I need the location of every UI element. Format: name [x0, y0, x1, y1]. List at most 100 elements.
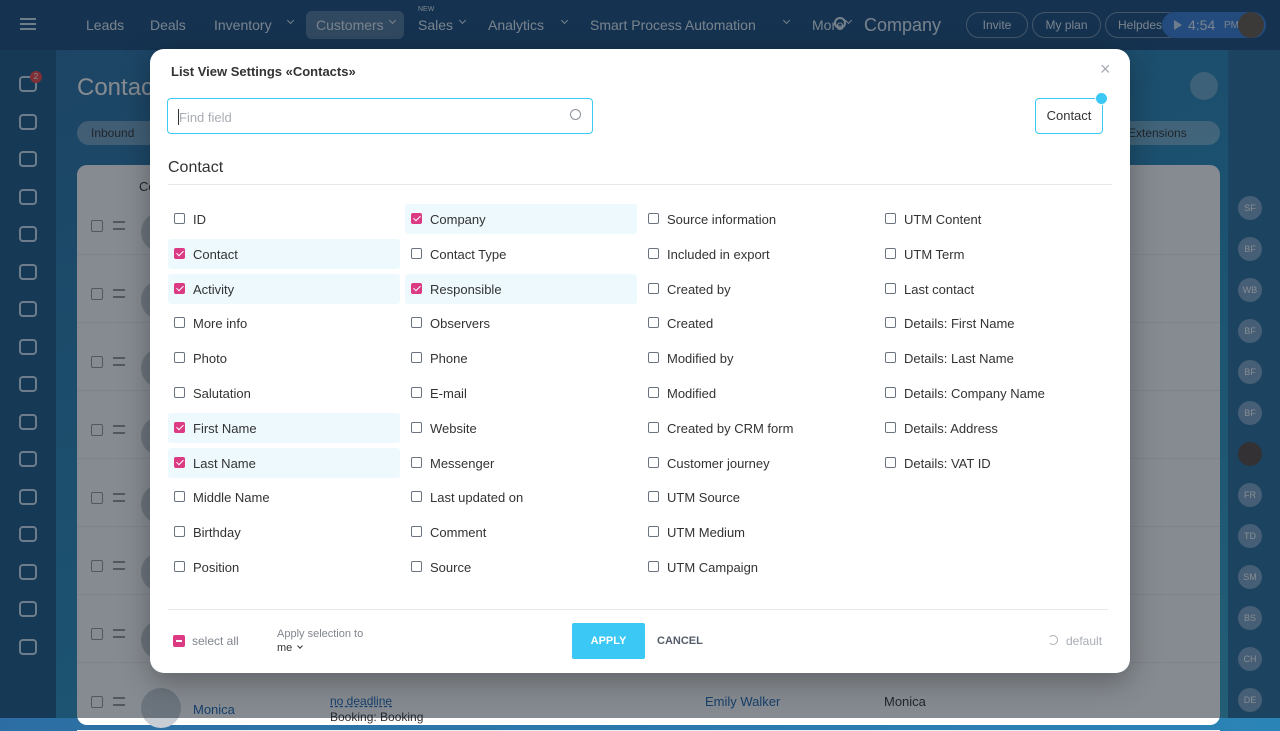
- field-checkbox[interactable]: [885, 387, 896, 398]
- field-checkbox[interactable]: [174, 352, 185, 364]
- field-checkbox[interactable]: [648, 456, 659, 468]
- field-checkbox[interactable]: [411, 456, 422, 468]
- field-option[interactable]: Activity: [168, 273, 400, 304]
- field-checkbox[interactable]: [648, 387, 659, 398]
- field-checkbox[interactable]: [648, 491, 659, 503]
- field-option[interactable]: Created: [642, 308, 874, 338]
- field-checkbox[interactable]: [648, 317, 659, 329]
- field-checkbox[interactable]: [411, 247, 422, 259]
- field-checkbox[interactable]: [411, 561, 422, 572]
- field-label: UTM Medium: [667, 525, 746, 541]
- field-checkbox[interactable]: [174, 282, 185, 294]
- field-option[interactable]: Last contact: [879, 274, 1111, 304]
- field-option[interactable]: Source information: [642, 204, 874, 234]
- apply-button[interactable]: APPLY: [572, 623, 645, 659]
- field-checkbox[interactable]: [411, 421, 422, 433]
- field-checkbox[interactable]: [411, 282, 422, 294]
- field-option[interactable]: UTM Campaign: [642, 552, 874, 582]
- field-option[interactable]: Contact: [168, 238, 400, 269]
- field-label: Observers: [430, 316, 490, 332]
- field-option[interactable]: UTM Term: [879, 239, 1111, 269]
- field-checkbox[interactable]: [648, 282, 659, 294]
- field-option[interactable]: Customer journey: [642, 448, 874, 478]
- field-option[interactable]: Company: [405, 204, 637, 234]
- field-option[interactable]: Details: VAT ID: [879, 448, 1111, 478]
- field-checkbox[interactable]: [174, 456, 185, 468]
- field-option[interactable]: Website: [405, 413, 637, 443]
- field-option[interactable]: Details: First Name: [879, 308, 1111, 338]
- apply-to-value[interactable]: me: [277, 642, 293, 654]
- apply-to-label: Apply selection to: [277, 628, 364, 640]
- field-option[interactable]: Source: [405, 552, 637, 582]
- field-checkbox[interactable]: [174, 491, 185, 503]
- field-checkbox[interactable]: [174, 213, 185, 224]
- field-checkbox[interactable]: [174, 387, 185, 398]
- field-checkbox[interactable]: [174, 421, 185, 433]
- cancel-button[interactable]: CANCEL: [657, 635, 703, 647]
- field-checkbox[interactable]: [885, 456, 896, 468]
- field-label: Company: [430, 212, 486, 227]
- field-label: UTM Content: [904, 212, 982, 227]
- field-option[interactable]: Modified by: [642, 343, 874, 373]
- field-option[interactable]: Created by CRM form: [642, 413, 874, 443]
- field-option[interactable]: UTM Source: [642, 482, 874, 512]
- select-all-checkbox[interactable]: [173, 635, 185, 647]
- field-option[interactable]: Birthday: [168, 517, 400, 547]
- field-checkbox[interactable]: [648, 352, 659, 364]
- field-checkbox[interactable]: [174, 247, 185, 259]
- field-option[interactable]: E-mail: [405, 378, 637, 408]
- entity-button[interactable]: Contact: [1035, 98, 1103, 134]
- field-checkbox[interactable]: [885, 421, 896, 433]
- select-all-label[interactable]: select all: [192, 634, 239, 648]
- field-option[interactable]: Contact Type: [405, 239, 637, 269]
- field-option[interactable]: Created by: [642, 274, 874, 304]
- field-option[interactable]: ID: [168, 204, 400, 234]
- select-all-dash: [176, 640, 182, 642]
- field-checkbox[interactable]: [174, 561, 185, 572]
- field-option[interactable]: More info: [168, 308, 400, 338]
- field-option[interactable]: UTM Medium: [642, 517, 874, 547]
- field-option[interactable]: Photo: [168, 343, 400, 373]
- field-checkbox[interactable]: [648, 247, 659, 259]
- field-option[interactable]: Observers: [405, 308, 637, 338]
- field-option[interactable]: Messenger: [405, 448, 637, 478]
- field-option[interactable]: Details: Company Name: [879, 378, 1111, 408]
- field-checkbox[interactable]: [174, 317, 185, 329]
- field-option[interactable]: Position: [168, 552, 400, 582]
- field-checkbox[interactable]: [411, 491, 422, 503]
- field-option[interactable]: Included in export: [642, 239, 874, 269]
- field-option[interactable]: Details: Last Name: [879, 343, 1111, 373]
- field-checkbox[interactable]: [885, 247, 896, 259]
- field-option[interactable]: UTM Content: [879, 204, 1111, 234]
- field-option[interactable]: Salutation: [168, 378, 400, 408]
- close-button[interactable]: ×: [1100, 59, 1111, 79]
- field-label: Included in export: [667, 246, 770, 262]
- field-checkbox[interactable]: [885, 352, 896, 364]
- field-option[interactable]: Responsible: [405, 273, 637, 304]
- field-option[interactable]: Last updated on: [405, 482, 637, 512]
- field-checkbox[interactable]: [648, 561, 659, 572]
- field-checkbox[interactable]: [885, 213, 896, 224]
- search-input[interactable]: Find field: [167, 98, 593, 134]
- field-option[interactable]: Middle Name: [168, 482, 400, 512]
- default-button[interactable]: default: [1066, 634, 1103, 648]
- field-checkbox[interactable]: [411, 317, 422, 329]
- field-checkbox[interactable]: [885, 282, 896, 294]
- field-checkbox[interactable]: [648, 421, 659, 433]
- field-checkbox[interactable]: [411, 213, 422, 224]
- field-checkbox[interactable]: [648, 526, 659, 538]
- field-option[interactable]: Last Name: [168, 447, 400, 478]
- field-checkbox[interactable]: [411, 387, 422, 398]
- field-option[interactable]: First Name: [168, 412, 400, 443]
- entity-check: [1095, 92, 1108, 105]
- field-option[interactable]: Modified: [642, 378, 874, 408]
- field-option[interactable]: Details: Address: [879, 413, 1111, 443]
- field-checkbox[interactable]: [411, 352, 422, 364]
- field-option[interactable]: Comment: [405, 517, 637, 547]
- field-checkbox[interactable]: [648, 213, 659, 224]
- field-checkbox[interactable]: [174, 526, 185, 538]
- field-checkbox[interactable]: [885, 317, 896, 329]
- field-option[interactable]: Phone: [405, 343, 637, 373]
- field-checkbox[interactable]: [411, 526, 422, 538]
